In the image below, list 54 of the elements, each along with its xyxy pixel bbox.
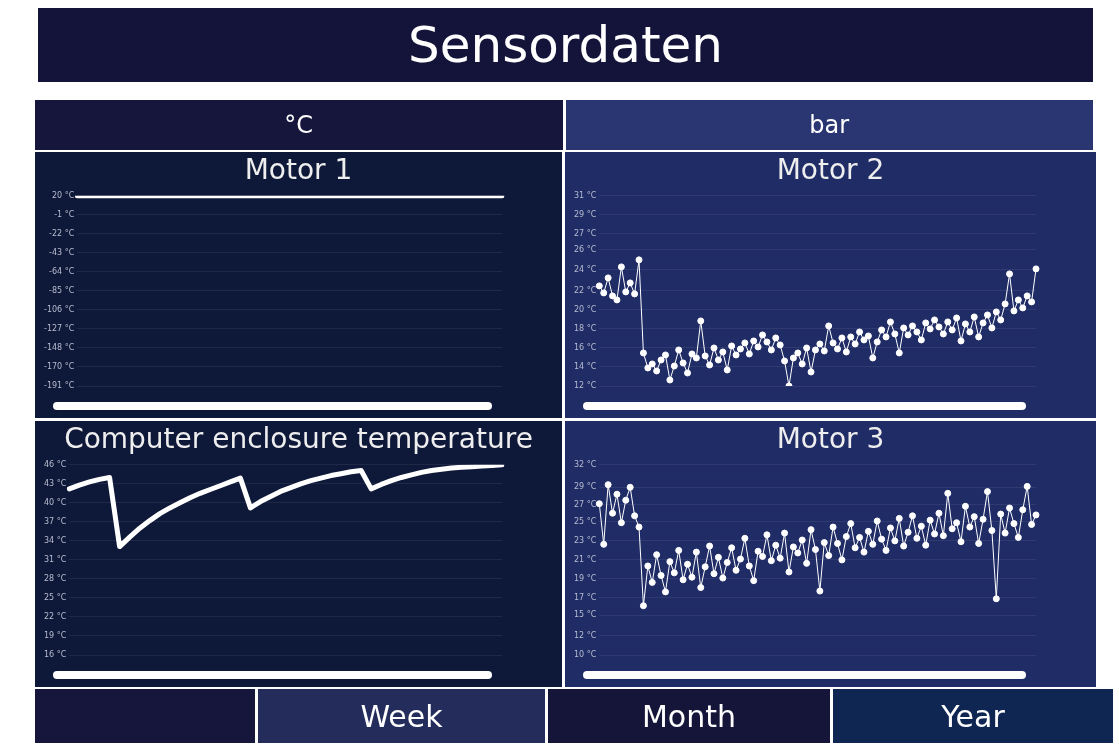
text: Week (258, 689, 545, 743)
y-tick-label: 23 °C (574, 535, 597, 545)
y-tick-label: -148 °C (43, 342, 75, 352)
text: Year (833, 689, 1113, 743)
y-tick-label: -191 °C (43, 381, 75, 391)
y-tick-label: 37 °C (44, 516, 67, 526)
y-tick-label: 12 °C (574, 381, 597, 391)
y-tick-label: 16 °C (44, 650, 67, 660)
y-tick-label: -1 °C (54, 209, 75, 219)
y-tick-label: -22 °C (49, 228, 75, 238)
y-tick-label: 43 °C (44, 478, 67, 488)
y-tick-label: -127 °C (43, 323, 75, 333)
y-tick-label: 29 °C (574, 482, 597, 492)
y-tick-label: 34 °C (44, 535, 67, 545)
y-tick-label: 20 °C (574, 305, 597, 314)
y-tick-label: -85 °C (49, 285, 75, 295)
y-tick-label: 15 °C (574, 610, 597, 620)
chart-title: Motor 3 (775, 421, 886, 457)
y-tick-label: 27 °C (574, 499, 597, 509)
text: bar (565, 100, 1093, 150)
y-tick-label: -64 °C (49, 266, 75, 276)
chart-title: Motor 2 (775, 152, 886, 188)
chart-title: Computer enclosure temperature (63, 421, 534, 457)
y-tick-label: 46 °C (44, 459, 67, 469)
y-tick-label: 22 °C (44, 612, 67, 622)
y-tick-label: 19 °C (574, 574, 597, 583)
chart-title: Motor 1 (243, 152, 354, 188)
y-tick-label: 19 °C (44, 631, 67, 641)
y-tick-label: 31 °C (44, 554, 67, 564)
text: Month (548, 689, 830, 743)
y-tick-label: 17 °C (574, 593, 597, 603)
y-tick-label: 40 °C (44, 497, 67, 507)
y-tick-label: -43 °C (49, 247, 75, 257)
y-tick-label: -106 °C (43, 304, 75, 314)
y-tick-label: 29 °C (574, 209, 597, 219)
text: °C (35, 100, 563, 150)
y-tick-label: 14 °C (574, 362, 597, 372)
y-tick-label: 21 °C (574, 554, 597, 564)
y-tick-label: 27 °C (574, 228, 597, 238)
y-tick-label: 24 °C (574, 264, 597, 274)
y-tick-label: 25 °C (44, 593, 67, 603)
text: Sensordaten (38, 8, 1093, 82)
y-tick-label: 25 °C (574, 516, 597, 526)
y-tick-label: 16 °C (574, 343, 597, 353)
y-tick-label: 20 °C (51, 190, 75, 200)
y-tick-label: 32 °C (574, 459, 597, 469)
y-tick-label: 28 °C (44, 574, 67, 583)
y-tick-label: 26 °C (574, 244, 597, 254)
y-tick-label: -170 °C (43, 362, 75, 372)
y-tick-label: 22 °C (574, 285, 597, 295)
y-tick-label: 18 °C (574, 324, 597, 334)
y-tick-label: 31 °C (574, 190, 597, 200)
y-tick-label: 12 °C (574, 631, 597, 641)
y-tick-label: 10 °C (574, 650, 597, 660)
